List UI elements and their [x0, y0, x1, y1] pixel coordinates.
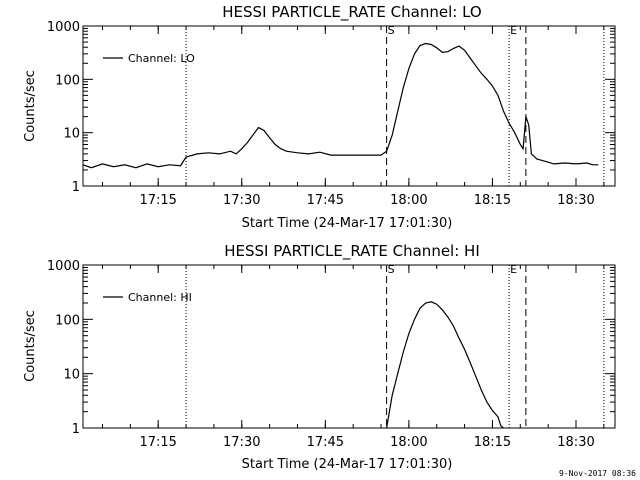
panel-hi-ylabel: Counts/sec	[23, 310, 38, 382]
generated-timestamp: 9-Nov-2017 08:36	[558, 469, 636, 478]
panel-hi-title: HESSI PARTICLE_RATE Channel: HI	[224, 242, 480, 261]
y-tick-label: 1000	[47, 259, 80, 274]
x-tick-label: 17:45	[307, 193, 344, 208]
x-tick-label: 17:45	[307, 435, 344, 450]
panel-lo-plot-frame	[82, 25, 616, 187]
y-tick-label: 10	[63, 127, 80, 142]
y-tick-label: 1	[72, 180, 80, 195]
y-tick-label: 100	[55, 313, 80, 328]
marker-label: E	[510, 24, 517, 37]
x-tick-label: 18:30	[557, 193, 594, 208]
x-tick-label: 18:30	[557, 435, 594, 450]
legend-label: Channel: LO	[128, 52, 195, 65]
series-line	[82, 42, 599, 169]
panel-hi-xlabel: Start Time (24-Mar-17 17:01:30)	[242, 457, 453, 472]
panel-lo-xlabel: Start Time (24-Mar-17 17:01:30)	[242, 216, 453, 231]
x-tick-label: 18:15	[474, 435, 511, 450]
y-tick-label: 100	[55, 73, 80, 88]
panel-lo-title: HESSI PARTICLE_RATE Channel: LO	[222, 3, 481, 22]
x-tick-label: 17:30	[223, 435, 260, 450]
x-tick-label: 17:15	[139, 435, 176, 450]
panel-lo-ylabel: Counts/sec	[23, 70, 38, 142]
y-tick-label: 10	[63, 368, 80, 383]
y-tick-label: 1	[72, 422, 80, 437]
panel-hi-plot-frame	[82, 264, 616, 429]
marker-label: S	[388, 263, 395, 276]
x-tick-label: 18:00	[390, 435, 427, 450]
x-tick-label: 18:00	[390, 193, 427, 208]
y-tick-label: 1000	[47, 20, 80, 35]
x-tick-label: 18:15	[474, 193, 511, 208]
legend-label: Channel: HI	[128, 291, 192, 304]
panel-hi: HESSI PARTICLE_RATE Channel: HI Counts/s…	[23, 242, 616, 472]
panel-lo: HESSI PARTICLE_RATE Channel: LO Counts/s…	[23, 3, 616, 231]
x-tick-label: 17:30	[223, 193, 260, 208]
x-tick-label: 17:15	[139, 193, 176, 208]
marker-label: E	[510, 263, 517, 276]
series-line	[386, 301, 504, 429]
marker-label: S	[388, 24, 395, 37]
